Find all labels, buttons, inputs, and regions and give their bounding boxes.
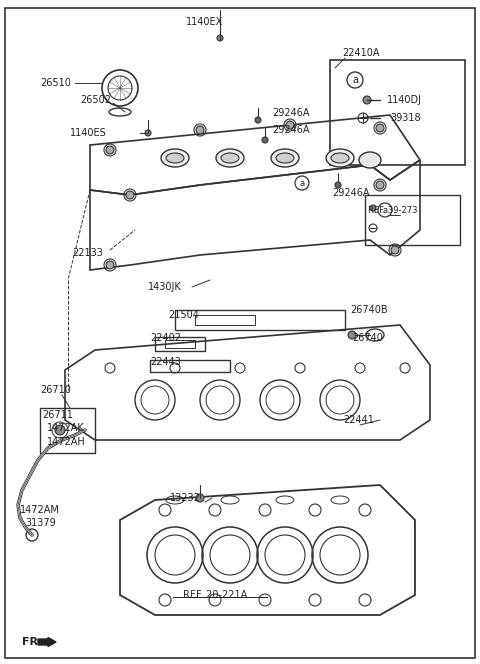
Text: a: a [300, 179, 305, 187]
Ellipse shape [166, 153, 184, 163]
Text: 22133: 22133 [72, 248, 103, 258]
Text: 26510: 26510 [40, 78, 71, 88]
Bar [195, 315, 255, 325]
Text: 22402: 22402 [150, 333, 181, 343]
Text: 1472AH: 1472AH [47, 437, 86, 447]
Ellipse shape [271, 149, 299, 167]
Text: 1140ES: 1140ES [70, 128, 107, 138]
Text: 29246A: 29246A [272, 108, 310, 118]
Text: FR.: FR. [22, 637, 43, 647]
Circle shape [196, 126, 204, 134]
Text: 13232: 13232 [170, 493, 201, 503]
Ellipse shape [359, 152, 381, 168]
Circle shape [55, 425, 65, 435]
Ellipse shape [331, 153, 349, 163]
Text: 22441: 22441 [343, 415, 374, 425]
Ellipse shape [276, 153, 294, 163]
Ellipse shape [161, 149, 189, 167]
Text: 26740: 26740 [352, 333, 383, 343]
Circle shape [106, 146, 114, 154]
Circle shape [348, 331, 356, 339]
Text: 1140DJ: 1140DJ [387, 95, 422, 105]
Text: 21504: 21504 [168, 310, 199, 320]
Bar [330, 60, 465, 165]
FancyArrow shape [38, 637, 56, 647]
Circle shape [363, 96, 371, 104]
Ellipse shape [216, 149, 244, 167]
Circle shape [145, 130, 151, 136]
Bar [40, 408, 95, 453]
Circle shape [376, 124, 384, 132]
Text: 1140EX: 1140EX [186, 17, 224, 27]
Ellipse shape [221, 153, 239, 163]
Text: 31379: 31379 [25, 518, 56, 528]
Text: a: a [383, 205, 387, 214]
Bar [155, 337, 205, 351]
Circle shape [126, 191, 134, 199]
Bar [175, 310, 345, 330]
Text: REF. 39-273: REF. 39-273 [368, 205, 418, 214]
Text: a: a [352, 75, 358, 85]
Circle shape [106, 261, 114, 269]
Bar [150, 360, 230, 372]
Circle shape [370, 205, 376, 211]
Text: 26740B: 26740B [350, 305, 388, 315]
Circle shape [255, 117, 261, 123]
Text: 1472AK: 1472AK [47, 423, 85, 433]
Bar [365, 195, 460, 245]
Text: 22410A: 22410A [342, 48, 380, 58]
Circle shape [286, 121, 294, 129]
Text: 22443: 22443 [150, 357, 181, 367]
Text: 29246A: 29246A [332, 188, 370, 198]
Text: 39318: 39318 [390, 113, 420, 123]
Text: REF. 20-221A: REF. 20-221A [183, 590, 247, 600]
Bar [165, 340, 195, 348]
Text: 29246A: 29246A [272, 125, 310, 135]
Text: 26710: 26710 [40, 385, 71, 395]
Circle shape [217, 35, 223, 41]
Circle shape [391, 246, 399, 254]
Text: 1430JK: 1430JK [148, 282, 182, 292]
Circle shape [196, 494, 204, 502]
Text: 26502: 26502 [80, 95, 111, 105]
Circle shape [262, 137, 268, 143]
Text: 26711: 26711 [42, 410, 73, 420]
Ellipse shape [326, 149, 354, 167]
Text: 1472AM: 1472AM [20, 505, 60, 515]
Circle shape [335, 182, 341, 188]
Circle shape [376, 181, 384, 189]
